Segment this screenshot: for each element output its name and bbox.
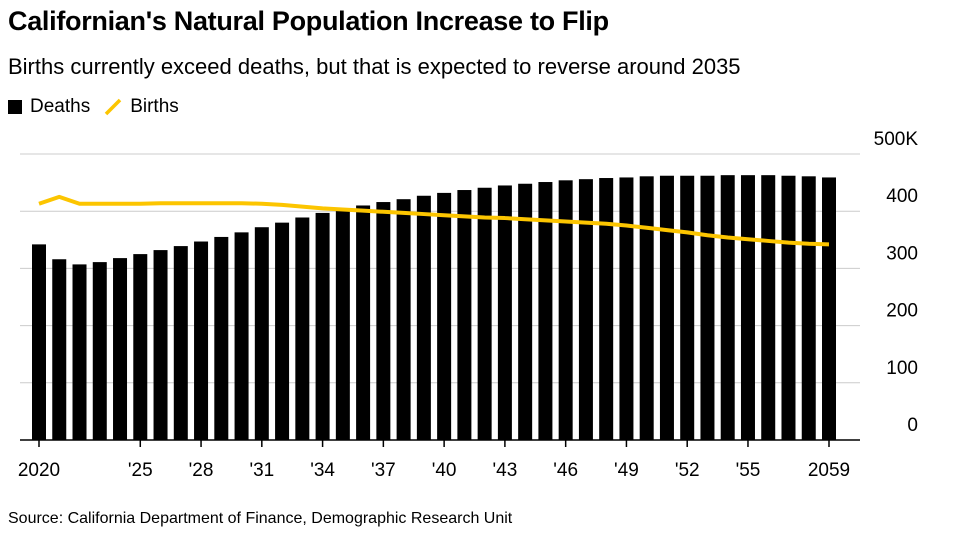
x-tick-label: '28 (189, 460, 214, 481)
deaths-bar (558, 180, 573, 440)
chart-subtitle: Births currently exceed deaths, but that… (8, 54, 741, 79)
deaths-bar (32, 244, 46, 440)
deaths-bar (194, 241, 209, 440)
y-axis-ticks: 0 100 200 300 400 500K (874, 129, 919, 436)
deaths-bar (801, 176, 816, 441)
deaths-bar (518, 183, 533, 440)
deaths-bar (639, 176, 654, 441)
x-tick-label: '52 (675, 460, 700, 481)
deaths-bar (295, 217, 310, 440)
legend-item-deaths: Deaths (8, 96, 90, 118)
deaths-bar (437, 192, 452, 440)
x-tick-label: '43 (493, 460, 518, 481)
deaths-bar (92, 262, 107, 440)
deaths-bar (396, 199, 411, 440)
deaths-bar (720, 175, 735, 440)
deaths-bar (457, 190, 472, 440)
y-tick-label: 200 (886, 301, 918, 322)
y-tick-label: 400 (886, 186, 918, 207)
deaths-bar (376, 202, 391, 440)
births-line (38, 194, 830, 247)
deaths-bar (72, 264, 87, 440)
deaths-bar (315, 212, 330, 440)
x-tick-label: 2059 (808, 460, 850, 481)
births-swatch-icon (104, 98, 122, 116)
deaths-bar (740, 175, 755, 440)
y-tick-label: 500K (874, 129, 919, 150)
legend-label-deaths: Deaths (30, 96, 91, 117)
y-tick-label: 0 (907, 415, 918, 436)
deaths-bar (153, 250, 168, 440)
deaths-bar (214, 236, 229, 440)
x-tick-label: '55 (736, 460, 761, 481)
deaths-swatch-icon (8, 100, 22, 114)
source-note: Source: California Department of Finance… (8, 510, 513, 527)
x-axis: 2020 '25 '28 '31 '34 '37 '40 '43 '46 '49 '52 '55 205… (18, 439, 860, 481)
deaths-bar (113, 258, 128, 440)
deaths-bar (659, 175, 674, 440)
deaths-bar (781, 175, 796, 440)
x-tick-label: '25 (128, 460, 153, 481)
x-tick-label: '37 (371, 460, 396, 481)
deaths-bar (700, 175, 715, 440)
y-tick-label: 300 (886, 243, 918, 264)
x-tick-label: 2020 (18, 460, 60, 481)
deaths-bar (477, 187, 492, 440)
deaths-bar (52, 259, 67, 440)
legend: Deaths Births (8, 94, 193, 120)
x-tick-label: '46 (553, 460, 578, 481)
deaths-bar (680, 175, 695, 440)
deaths-bar (761, 175, 776, 440)
deaths-bar (497, 185, 512, 440)
deaths-bar (133, 254, 148, 440)
chart-title: Californian's Natural Population Increas… (8, 6, 609, 36)
x-tick-label: '34 (310, 460, 335, 481)
deaths-bar (234, 232, 249, 440)
deaths-bar (538, 182, 553, 440)
births-line-group (38, 194, 830, 247)
deaths-bar (822, 177, 836, 440)
deaths-bar (416, 195, 431, 440)
y-tick-label: 100 (886, 358, 918, 379)
deaths-bar (254, 227, 269, 440)
x-tick-label: '40 (432, 460, 457, 481)
deaths-bar (578, 179, 593, 440)
x-tick-label: '49 (614, 460, 639, 481)
x-tick-label: '31 (249, 460, 274, 481)
deaths-bar (619, 177, 634, 440)
deaths-bar (173, 246, 188, 440)
legend-item-births: Births (104, 96, 179, 118)
legend-label-births: Births (130, 96, 179, 117)
deaths-bar (599, 178, 614, 441)
deaths-bars (32, 175, 836, 441)
deaths-bar (275, 222, 290, 440)
deaths-bar (335, 208, 350, 440)
deaths-bar (356, 205, 371, 440)
